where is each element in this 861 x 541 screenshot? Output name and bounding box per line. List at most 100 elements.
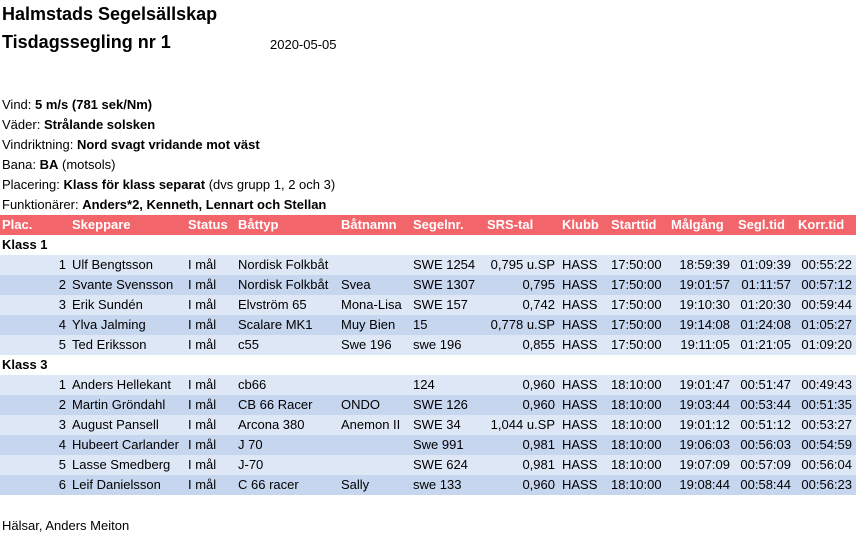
cell: Muy Bien bbox=[341, 317, 396, 332]
cell: 18:59:39 bbox=[679, 257, 730, 272]
column-header: Status bbox=[188, 217, 228, 232]
cell: C 66 racer bbox=[238, 477, 299, 492]
cell: 01:11:57 bbox=[741, 277, 791, 292]
cell: 0,778 u.SP bbox=[490, 317, 555, 332]
cell: 00:51:47 bbox=[740, 377, 791, 392]
info-label: Vindriktning: bbox=[2, 137, 74, 152]
column-header: Korr.tid bbox=[798, 217, 845, 232]
cell: 18:10:00 bbox=[611, 457, 662, 472]
cell: 17:50:00 bbox=[611, 317, 662, 332]
cell: HASS bbox=[562, 277, 598, 292]
cell: Svea bbox=[341, 277, 371, 292]
result-row: 1 Ulf Bengtsson I mål Nordisk Folkbåt SWE 12… bbox=[0, 255, 856, 275]
cell: 19:01:47 bbox=[679, 377, 730, 392]
result-row: 4 Hubeert Carlander I mål J 70 Swe 991 0,981 H… bbox=[0, 435, 856, 455]
cell: August Pansell bbox=[72, 417, 159, 432]
cell: HASS bbox=[562, 317, 598, 332]
cell: 19:14:08 bbox=[679, 317, 730, 332]
cell: CB 66 Racer bbox=[238, 397, 313, 412]
info-line: Bana: BA (motsols) bbox=[2, 155, 115, 175]
info-label: Placering: bbox=[2, 177, 60, 192]
cell: 00:51:12 bbox=[740, 417, 791, 432]
cell: 2 bbox=[58, 397, 66, 412]
cell: Scalare MK1 bbox=[238, 317, 313, 332]
cell: 4 bbox=[58, 317, 66, 332]
info-label: Väder: bbox=[2, 117, 41, 132]
cell: I mål bbox=[188, 297, 217, 312]
cell: 0,960 bbox=[522, 477, 555, 492]
info-note: (motsols) bbox=[62, 157, 116, 172]
cell: I mål bbox=[188, 417, 217, 432]
info-line: Vind: 5 m/s (781 sek/Nm) bbox=[2, 95, 152, 115]
cell: 00:54:59 bbox=[801, 437, 852, 452]
cell: 00:56:03 bbox=[740, 437, 791, 452]
result-row: 3 Erik Sundén I mål Elvström 65 Mona-Lisa SWE… bbox=[0, 295, 856, 315]
cell: HASS bbox=[562, 437, 598, 452]
result-row: 2 Martin Gröndahl I mål CB 66 Racer ONDO SWE … bbox=[0, 395, 856, 415]
cell: Anemon II bbox=[341, 417, 401, 432]
info-line: Placering: Klass för klass separat (dvs … bbox=[2, 175, 335, 195]
cell: 0,742 bbox=[522, 297, 555, 312]
cell: 6 bbox=[58, 477, 66, 492]
cell: 00:51:35 bbox=[801, 397, 852, 412]
cell: 1 bbox=[58, 377, 66, 392]
cell: I mål bbox=[188, 477, 217, 492]
column-header: Starttid bbox=[611, 217, 657, 232]
cell: 00:53:44 bbox=[740, 397, 791, 412]
cell: I mål bbox=[188, 437, 217, 452]
cell: 00:55:22 bbox=[801, 257, 852, 272]
cell: Ulf Bengtsson bbox=[72, 257, 153, 272]
info-value: 5 m/s (781 sek/Nm) bbox=[35, 97, 153, 112]
cell: Arcona 380 bbox=[238, 417, 305, 432]
cell: 0,795 bbox=[522, 277, 555, 292]
cell: I mål bbox=[188, 257, 217, 272]
group-name: Klass 3 bbox=[2, 357, 48, 372]
result-row: 3 August Pansell I mål Arcona 380 Anemon II S… bbox=[0, 415, 856, 435]
cell: 0,981 bbox=[522, 437, 555, 452]
cell: 19:06:03 bbox=[679, 437, 730, 452]
cell: Svante Svensson bbox=[72, 277, 174, 292]
cell: I mål bbox=[188, 317, 217, 332]
cell: SWE 34 bbox=[413, 417, 461, 432]
cell: HASS bbox=[562, 257, 598, 272]
cell: Erik Sundén bbox=[72, 297, 143, 312]
club-title: Halmstads Segelsällskap bbox=[2, 4, 218, 24]
cell: 00:59:44 bbox=[801, 297, 852, 312]
event-title: Tisdagssegling nr 1 bbox=[2, 32, 171, 52]
cell: c55 bbox=[238, 337, 259, 352]
cell: 0,960 bbox=[522, 377, 555, 392]
cell: 19:03:44 bbox=[679, 397, 730, 412]
cell: 00:57:09 bbox=[740, 457, 791, 472]
cell: 01:09:20 bbox=[801, 337, 852, 352]
cell: I mål bbox=[188, 377, 217, 392]
cell: Nordisk Folkbåt bbox=[238, 277, 329, 292]
cell: 2 bbox=[58, 277, 66, 292]
cell: 18:10:00 bbox=[611, 377, 662, 392]
cell: 3 bbox=[58, 417, 66, 432]
cell: 5 bbox=[58, 457, 66, 472]
info-value: Strålande solsken bbox=[43, 117, 156, 132]
cell: Elvström 65 bbox=[238, 297, 307, 312]
cell: J-70 bbox=[238, 457, 264, 472]
info-value: Nord svagt vridande mot väst bbox=[76, 137, 260, 152]
info-label: Bana: bbox=[2, 157, 36, 172]
cell: 19:07:09 bbox=[679, 457, 730, 472]
cell: HASS bbox=[562, 397, 598, 412]
cell: 0,855 bbox=[522, 337, 555, 352]
cell: Sally bbox=[341, 477, 370, 492]
result-row: 2 Svante Svensson I mål Nordisk Folkbåt Svea… bbox=[0, 275, 856, 295]
cell: ONDO bbox=[341, 397, 380, 412]
cell: 01:24:08 bbox=[740, 317, 791, 332]
cell: 0,960 bbox=[522, 397, 555, 412]
cell: 5 bbox=[58, 337, 66, 352]
info-label: Vind: bbox=[2, 97, 32, 112]
group-name: Klass 1 bbox=[2, 237, 48, 252]
cell: I mål bbox=[188, 457, 217, 472]
cell: HASS bbox=[562, 337, 598, 352]
cell: 19:10:30 bbox=[679, 297, 730, 312]
cell: HASS bbox=[562, 477, 598, 492]
cell: Lasse Smedberg bbox=[72, 457, 171, 472]
column-header: Plac. bbox=[2, 217, 33, 232]
cell: 18:10:00 bbox=[611, 417, 662, 432]
